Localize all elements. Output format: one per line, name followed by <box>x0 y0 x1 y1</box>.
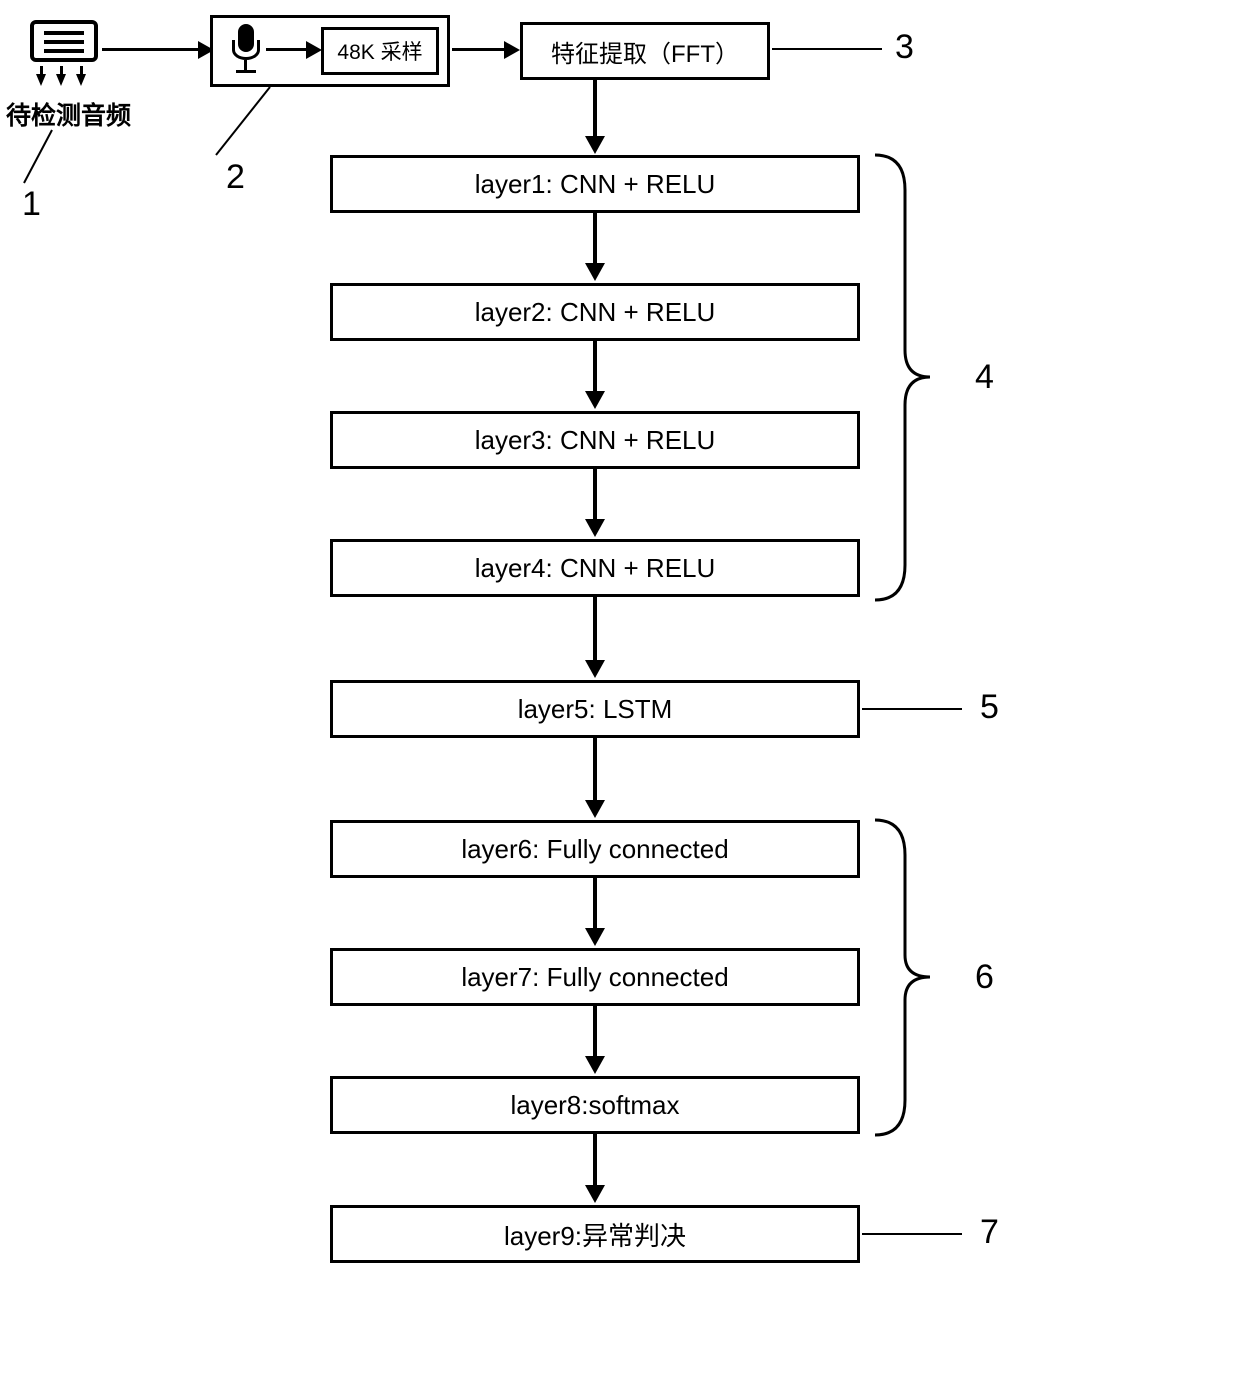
speaker-wave-icon <box>76 74 86 86</box>
arrow-head-icon <box>585 928 605 946</box>
arrow-head-icon <box>306 41 322 59</box>
fft-box: 特征提取（FFT） <box>520 22 770 80</box>
layer-box-7: layer7: Fully connected <box>330 948 860 1006</box>
arrow-head-icon <box>585 660 605 678</box>
arrow-head-icon <box>585 136 605 154</box>
callout-1: 1 <box>22 185 41 224</box>
arrow <box>266 48 308 51</box>
arrow-head-icon <box>585 519 605 537</box>
layer-box-4: layer4: CNN + RELU <box>330 539 860 597</box>
arrow <box>593 469 597 521</box>
layer-box-6: layer6: Fully connected <box>330 820 860 878</box>
arrow <box>593 597 597 662</box>
arrow <box>593 1134 597 1187</box>
layer-label: layer4: CNN + RELU <box>475 553 716 584</box>
arrow <box>593 878 597 930</box>
arrow-head-icon <box>585 1056 605 1074</box>
arrow <box>593 341 597 393</box>
fft-label: 特征提取（FFT） <box>551 34 739 69</box>
audio-source-label: 待检测音频 <box>6 96 131 132</box>
audio-source-icon <box>30 20 98 62</box>
speaker-wave-icon <box>56 74 66 86</box>
speaker-wave-icon <box>36 74 46 86</box>
callout-line <box>210 85 300 180</box>
layer-label: layer5: LSTM <box>518 694 673 725</box>
layer-box-1: layer1: CNN + RELU <box>330 155 860 213</box>
callout-line <box>772 48 882 50</box>
layer-label: layer2: CNN + RELU <box>475 297 716 328</box>
layer-box-5: layer5: LSTM <box>330 680 860 738</box>
layer-label: layer7: Fully connected <box>461 962 728 993</box>
layer-label: layer6: Fully connected <box>461 834 728 865</box>
layer-label: layer3: CNN + RELU <box>475 425 716 456</box>
sample-rate-label: 48K 采样 <box>337 36 422 66</box>
arrow <box>593 1006 597 1058</box>
arrow <box>593 213 597 265</box>
layer-label: layer8:softmax <box>510 1090 679 1121</box>
callout-3: 3 <box>895 28 914 67</box>
callout-7: 7 <box>980 1213 999 1252</box>
callout-2: 2 <box>226 158 245 197</box>
microphone-icon <box>232 40 260 60</box>
layer-label: layer1: CNN + RELU <box>475 169 716 200</box>
callout-line <box>862 1233 962 1235</box>
layer-box-9: layer9:异常判决 <box>330 1205 860 1263</box>
arrow-head-icon <box>585 800 605 818</box>
arrow <box>102 48 200 51</box>
brace-cnn <box>870 150 940 605</box>
arrow <box>593 80 597 138</box>
callout-4: 4 <box>975 358 994 397</box>
arrow-head-icon <box>585 391 605 409</box>
arrow <box>452 48 506 51</box>
sample-rate-box: 48K 采样 <box>321 27 439 75</box>
arrow-head-icon <box>504 41 520 59</box>
layer-box-3: layer3: CNN + RELU <box>330 411 860 469</box>
callout-5: 5 <box>980 688 999 727</box>
callout-line <box>862 708 962 710</box>
layer-box-8: layer8:softmax <box>330 1076 860 1134</box>
layer-box-2: layer2: CNN + RELU <box>330 283 860 341</box>
arrow-head-icon <box>585 1185 605 1203</box>
brace-fc <box>870 815 940 1140</box>
callout-6: 6 <box>975 958 994 997</box>
arrow-head-icon <box>585 263 605 281</box>
arrow <box>593 738 597 802</box>
layer-label: layer9:异常判决 <box>504 1216 686 1253</box>
